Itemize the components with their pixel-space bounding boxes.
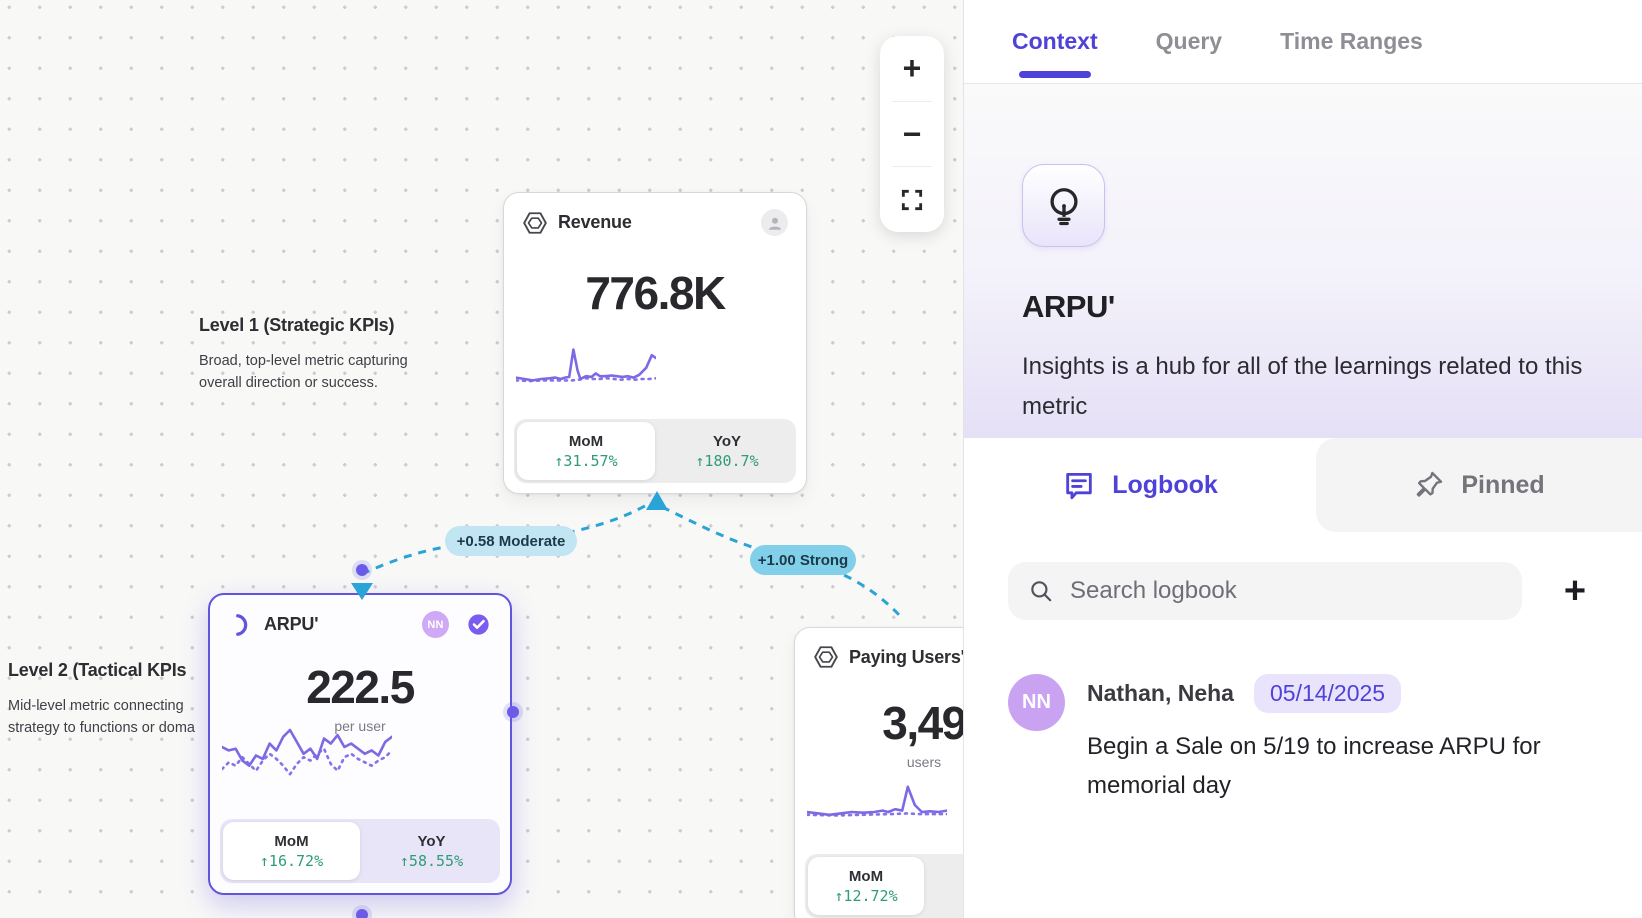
paying-users-yoy-toggle[interactable] (927, 854, 963, 918)
yoy-value: ↑58.55% (399, 851, 464, 870)
metric-card-paying-users[interactable]: Paying Users' 3,49 users MoM ↑12.72% (794, 627, 963, 918)
mom-label: MoM (568, 432, 604, 450)
panel-tabbar: Context Query Time Ranges (964, 0, 1642, 84)
arpu-card-title: ARPU' (264, 614, 319, 634)
revenue-footer: MoM ↑31.57% YoY ↑180.7% (514, 419, 796, 483)
arpu-card-header: ARPU' NN (210, 595, 510, 638)
logbook-pinned-tabs: Logbook Pinned (964, 438, 1642, 532)
metric-card-arpu[interactable]: ARPU' NN 222.5 per user MoM ↑16.72% YoY … (208, 593, 512, 895)
fit-view-button[interactable] (880, 167, 944, 232)
collaborator-avatar[interactable]: NN (422, 611, 449, 638)
mom-label: MoM (274, 832, 309, 850)
insight-tile (1022, 164, 1105, 247)
yoy-label: YoY (712, 432, 742, 450)
divider (892, 166, 932, 168)
yoy-value: ↑180.7% (695, 451, 759, 470)
connection-handle-dot[interactable] (356, 909, 368, 918)
paying-users-sparkline (807, 770, 947, 826)
log-entry[interactable]: NN Nathan, Neha 05/14/2025 Begin a Sale … (1008, 674, 1598, 805)
mom-label: MoM (848, 867, 884, 885)
logbook-chat-icon (1066, 472, 1092, 500)
level1-description: Broad, top-level metric capturing overal… (199, 353, 408, 391)
connection-handle-dot[interactable] (507, 706, 519, 718)
yoy-label: YoY (417, 832, 446, 850)
entry-body: Nathan, Neha 05/14/2025 Begin a Sale on … (1087, 674, 1587, 805)
panel-metric-description: Insights is a hub for all of the learnin… (1022, 353, 1583, 420)
hexagon-badge-icon (814, 646, 838, 668)
pinned-tab-label: Pinned (1461, 470, 1545, 499)
entry-avatar: NN (1008, 674, 1065, 731)
tab-logbook[interactable]: Logbook (964, 438, 1316, 532)
paying-users-mom-toggle[interactable]: MoM ↑12.72% (808, 857, 924, 915)
arpu-mom-toggle[interactable]: MoM ↑16.72% (223, 822, 360, 880)
edge-label-moderate[interactable]: +0.58 Moderate (445, 526, 577, 556)
paying-users-card-header: Paying Users' (795, 628, 963, 670)
metric-tree-canvas[interactable]: Level 1 (Strategic KPIs) Broad, top-leve… (0, 0, 963, 918)
arpu-footer: MoM ↑16.72% YoY ↑58.55% (220, 819, 500, 883)
search-box[interactable] (1008, 562, 1522, 620)
lightbulb-icon (1049, 187, 1078, 225)
edge-label-strong[interactable]: +1.00 Strong (750, 545, 856, 575)
paying-users-footer: MoM ↑12.72% (805, 854, 963, 918)
tab-query[interactable]: Query (1155, 28, 1223, 54)
crescent-arc-icon (236, 613, 248, 636)
add-log-entry-button[interactable]: + (1552, 568, 1598, 614)
arpu-value: 222.5 (306, 661, 415, 713)
revenue-mom-toggle[interactable]: MoM ↑31.57% (517, 422, 655, 480)
person-icon (768, 217, 781, 230)
paying-users-card-title: Paying Users' (849, 646, 963, 667)
hexagon-badge-icon (523, 211, 547, 234)
arpu-yoy-toggle[interactable]: YoY ↑58.55% (363, 819, 500, 883)
logbook-search-row: + (1008, 562, 1598, 620)
owner-avatar-icon[interactable] (761, 209, 788, 236)
level1-annotation: Level 1 (Strategic KPIs) Broad, top-leve… (199, 315, 439, 394)
tab-time-ranges[interactable]: Time Ranges (1280, 28, 1423, 54)
logbook-tab-label: Logbook (1112, 470, 1218, 499)
entry-note: Begin a Sale on 5/19 to increase ARPU fo… (1087, 733, 1541, 799)
mom-value: ↑31.57% (554, 451, 618, 470)
canvas-zoom-toolbar: + − (880, 36, 944, 232)
level1-title: Level 1 (Strategic KPIs) (199, 315, 395, 335)
divider (892, 100, 932, 102)
mom-value: ↑12.72% (834, 886, 898, 905)
insights-header: ARPU' Insights is a hub for all of the l… (964, 84, 1642, 438)
level2-description: Mid-level metric connecting strategy to … (8, 698, 195, 736)
entry-authors: Nathan, Neha (1087, 680, 1234, 706)
revenue-card-header: Revenue (504, 193, 806, 236)
paying-users-unit: users (906, 754, 942, 770)
pin-icon (1416, 471, 1443, 497)
panel-metric-title: ARPU' (1022, 289, 1115, 324)
revenue-yoy-toggle[interactable]: YoY ↑180.7% (658, 419, 796, 483)
verified-badge-icon[interactable] (465, 611, 492, 638)
revenue-sparkline (516, 337, 656, 393)
connection-handle-dot[interactable] (356, 564, 368, 576)
revenue-card-title: Revenue (558, 212, 632, 232)
zoom-in-button[interactable]: + (902, 49, 922, 86)
level2-title: Level 2 (Tactical KPIs (8, 660, 187, 680)
zoom-out-button[interactable]: − (902, 115, 922, 152)
context-panel: Context Query Time Ranges ARPU' Insights… (963, 0, 1642, 918)
arpu-sparkline (222, 713, 392, 781)
paying-users-value: 3,49 (882, 697, 963, 749)
fullscreen-icon (901, 189, 923, 210)
metric-card-revenue[interactable]: Revenue 776.8K MoM ↑31.57% YoY ↑180.7% (503, 192, 807, 494)
level2-annotation: Level 2 (Tactical KPIs Mid-level metric … (8, 660, 278, 739)
tab-pinned[interactable]: Pinned (1316, 438, 1642, 532)
revenue-value: 776.8K (585, 267, 726, 319)
arpu-unit: per user (334, 718, 386, 734)
entry-meta: Nathan, Neha 05/14/2025 (1087, 674, 1587, 713)
search-logbook-input[interactable] (1070, 577, 1502, 605)
search-icon (1031, 581, 1052, 602)
mom-value: ↑16.72% (259, 851, 324, 870)
tab-context[interactable]: Context (1012, 0, 1098, 84)
entry-date-badge: 05/14/2025 (1253, 674, 1402, 713)
logbook-content: + NN Nathan, Neha 05/14/2025 Begin a Sal… (964, 532, 1642, 918)
